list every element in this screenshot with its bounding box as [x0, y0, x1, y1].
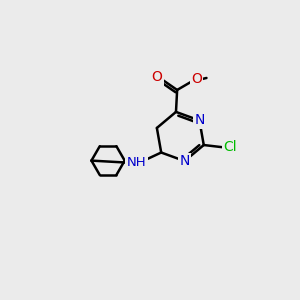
Text: N: N [179, 154, 190, 168]
Text: O: O [152, 70, 163, 84]
Text: Cl: Cl [223, 140, 237, 154]
Text: O: O [191, 72, 202, 86]
Text: NH: NH [127, 156, 146, 170]
Text: N: N [194, 113, 205, 128]
